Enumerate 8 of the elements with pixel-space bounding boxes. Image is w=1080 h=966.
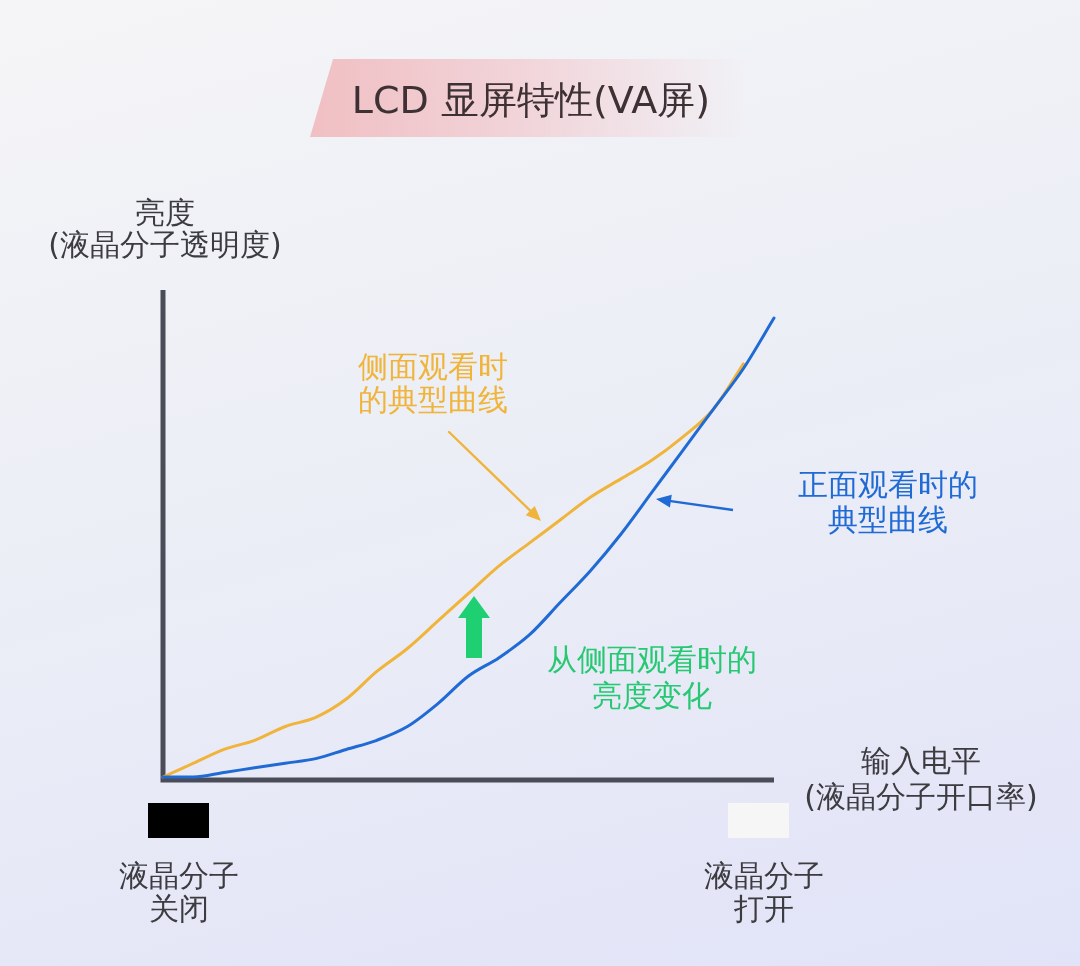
chart-title: LCD 显屏特性(VA屏) [351,78,711,122]
annotation: 从侧面观看时的亮度变化 [546,642,758,714]
x-axis-title: 输入电平 (液晶分子开口率) [804,743,1038,815]
text: 液晶分子关闭 [118,858,240,926]
legend-label: 正面观看时的典型曲线 [797,467,979,537]
y-axis-title: 亮度 (液晶分子透明度) [48,195,282,262]
text: 侧面观看时的典型曲线 [357,349,509,417]
text: 液晶分子打开 [703,858,825,926]
